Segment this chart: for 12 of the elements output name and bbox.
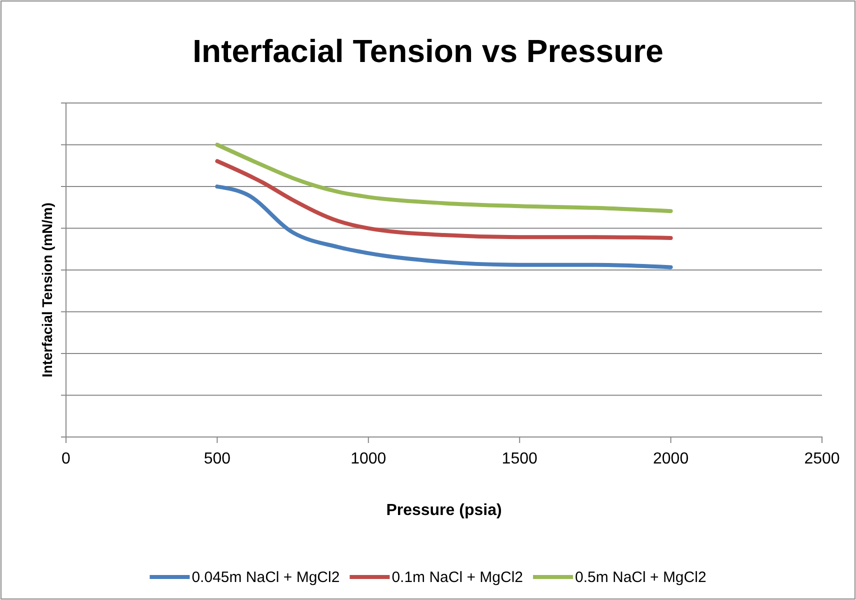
x-tick-label: 0 — [62, 450, 71, 468]
x-tick-label: 1000 — [350, 450, 386, 468]
x-tick-label: 2500 — [804, 450, 840, 468]
y-axis-title: Interfacial Tension (mN/m) — [39, 202, 55, 378]
x-tick-label: 1500 — [502, 450, 538, 468]
chart-title: Interfacial Tension vs Pressure — [192, 33, 664, 69]
x-tick-label: 500 — [204, 450, 231, 468]
x-tick-label: 2000 — [653, 450, 689, 468]
legend-label: 0.045m NaCl + MgCl2 — [192, 569, 340, 586]
legend-label: 0.5m NaCl + MgCl2 — [574, 569, 706, 586]
x-axis-title: Pressure (psia) — [386, 502, 502, 519]
legend-label: 0.1m NaCl + MgCl2 — [392, 569, 523, 586]
